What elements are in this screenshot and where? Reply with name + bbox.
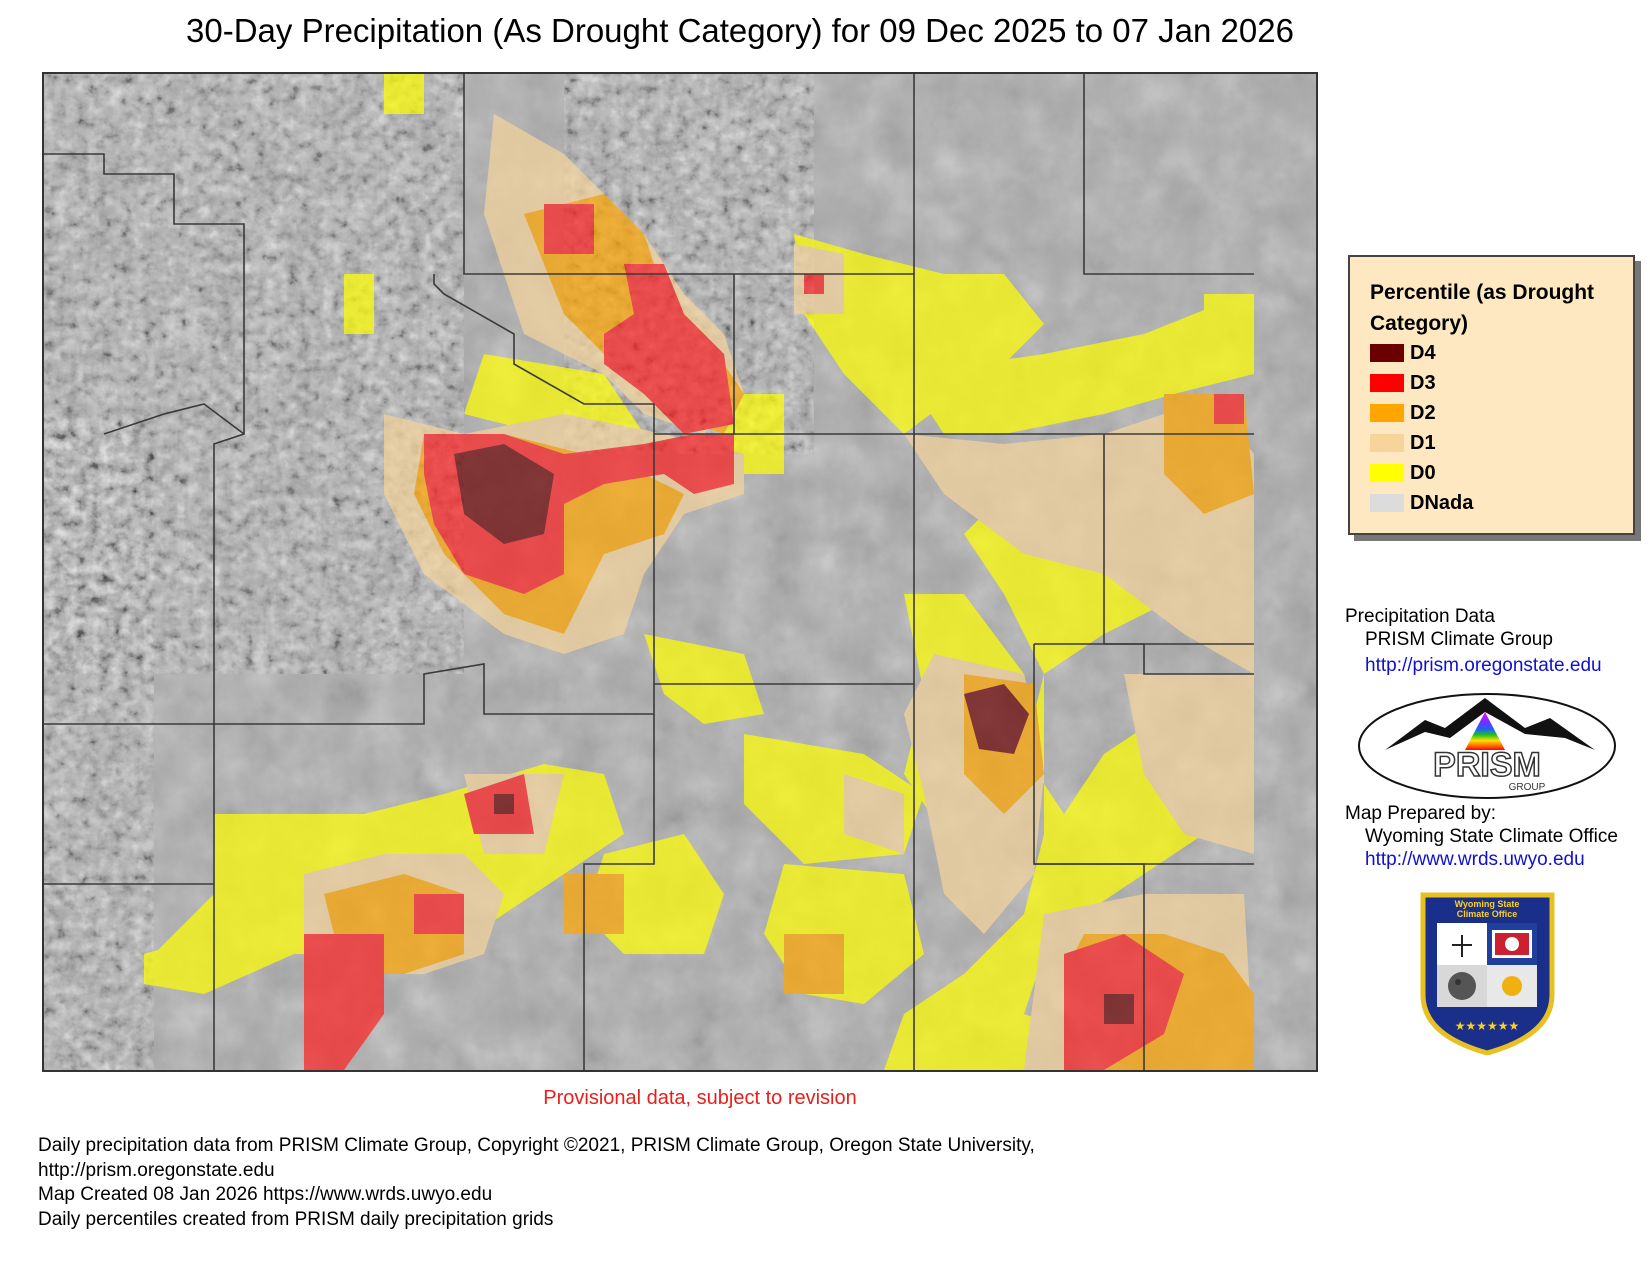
wsco-logo-text-line2: Climate Office	[1457, 909, 1518, 919]
prepared-credits: Map Prepared by: Wyoming State Climate O…	[1345, 802, 1618, 871]
legend-swatch	[1370, 374, 1404, 392]
legend-label: D4	[1410, 342, 1436, 364]
d4-areas	[454, 444, 1134, 1024]
wyoming-map	[42, 72, 1318, 1072]
legend-label: D0	[1410, 462, 1436, 484]
wsco-logo-text-line1: Wyoming State	[1455, 899, 1520, 909]
map-canvas	[44, 74, 1316, 1070]
legend-label: D1	[1410, 432, 1436, 454]
legend-label: D3	[1410, 372, 1436, 394]
legend-swatch	[1370, 434, 1404, 452]
legend-label: D2	[1410, 402, 1436, 424]
prism-logo-text: PRISM	[1433, 746, 1541, 784]
footer-notes: Daily precipitation data from PRISM Clim…	[38, 1134, 1035, 1232]
precip-url-link[interactable]: http://prism.oregonstate.edu	[1365, 655, 1602, 676]
precip-source: PRISM Climate Group	[1365, 629, 1553, 650]
precip-heading: Precipitation Data	[1345, 606, 1495, 627]
prism-logo-subtext: GROUP	[1509, 782, 1546, 793]
prepared-heading: Map Prepared by:	[1345, 803, 1497, 824]
footer-line-4: Daily percentiles created from PRISM dai…	[38, 1208, 554, 1230]
prism-logo: PRISM GROUP	[1358, 693, 1616, 799]
legend: Percentile (as Drought Category) D4 D3 D…	[1348, 255, 1635, 535]
svg-text:★★★★★★: ★★★★★★	[1455, 1019, 1520, 1033]
legend-swatch	[1370, 344, 1404, 362]
precip-credits: Precipitation Data PRISM Climate Group h…	[1345, 605, 1602, 677]
mountain-terrain	[44, 74, 814, 1070]
legend-swatch	[1370, 404, 1404, 422]
legend-swatch	[1370, 494, 1404, 512]
footer-line-1: Daily precipitation data from PRISM Clim…	[38, 1135, 1035, 1156]
map-title: 30-Day Precipitation (As Drought Categor…	[186, 12, 1294, 49]
legend-label: DNada	[1410, 492, 1474, 514]
drought-overlay	[144, 74, 1254, 1070]
legend-swatch	[1370, 464, 1404, 482]
legend-title: Percentile (as Drought Category)	[1370, 281, 1595, 335]
footer-line-3: Map Created 08 Jan 2026 https://www.wrds…	[38, 1184, 493, 1205]
prepared-by: Wyoming State Climate Office	[1365, 826, 1618, 847]
prepared-url-link[interactable]: http://www.wrds.uwyo.edu	[1365, 849, 1585, 870]
footer-line-2: http://prism.oregonstate.edu	[38, 1159, 275, 1181]
provisional-note: Provisional data, subject to revision	[543, 1087, 857, 1109]
wsco-shield-logo: Wyoming State Climate Office ★★★★★★	[1420, 892, 1555, 1055]
county-boundaries	[44, 74, 1254, 1070]
